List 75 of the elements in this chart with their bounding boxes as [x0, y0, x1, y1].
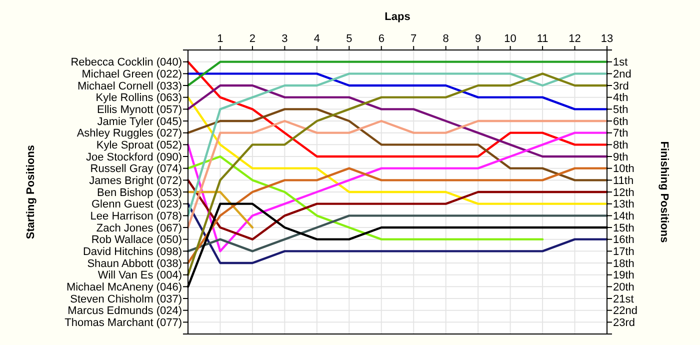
text: Zach Jones (067): [96, 222, 182, 234]
line-series: [186, 72, 608, 110]
text: Steven Chisholm (037): [70, 293, 182, 306]
y2-tick-label: 12th: [613, 186, 634, 199]
text: Rebecca Cocklin (040): [70, 56, 182, 69]
y2-tick-label: 13th: [613, 198, 634, 211]
text: Ashley Ruggles (027): [76, 128, 182, 140]
y2-tick-label: 23rd: [613, 317, 636, 330]
y2-tick-label: 8th: [613, 140, 628, 152]
x-tick-label: 1: [217, 33, 224, 45]
y2-tick-label: 22nd: [613, 305, 638, 318]
y2-tick-label: 7th: [613, 128, 628, 140]
y2-tick-label: 9th: [613, 151, 628, 164]
y2-tick-label: 14th: [613, 210, 634, 223]
text: Michael Green (022): [82, 68, 182, 81]
line-series: [186, 155, 544, 240]
text: Michael McAneny (046): [66, 282, 182, 294]
y2-tick-label: 16th: [613, 234, 634, 246]
text: Thomas Marchant (077): [64, 317, 182, 330]
text: Russell Gray (074): [90, 163, 182, 176]
line-series: [186, 72, 608, 217]
x-tick-label: 13: [600, 33, 614, 45]
x-axis-title: Laps: [384, 11, 410, 23]
text: Joe Stockford (090): [86, 151, 182, 164]
x-tick-label: 10: [504, 33, 516, 45]
text: Ben Bishop (053): [97, 186, 182, 199]
line-series: [186, 84, 608, 158]
line-series: [186, 202, 608, 264]
y2-tick-label: 11th: [613, 175, 634, 188]
y2-axis-title: Finishing Positions: [658, 141, 670, 243]
line-series: [186, 96, 608, 205]
text: Lee Harrison (078): [90, 210, 182, 223]
y2-tick-label: 15th: [613, 222, 634, 234]
y2-tick-label: 17th: [613, 246, 634, 258]
text: Jamie Tyler (045): [97, 116, 182, 128]
text: Ellis Mynott (057): [97, 104, 182, 116]
y2-tick-label: 4th: [613, 92, 628, 104]
text: Starting Positions: [25, 144, 37, 240]
text: Michael Cornell (033): [77, 80, 182, 92]
y2-tick-label: 21st: [613, 293, 634, 306]
text: Kyle Sproat (052): [96, 140, 182, 152]
line-series: [186, 179, 608, 240]
x-tick-label: 6: [378, 33, 384, 45]
text: Marcus Edmunds (024): [68, 305, 182, 318]
text: Rob Wallace (050): [91, 234, 182, 246]
y2-tick-label: 1st: [613, 56, 628, 69]
text: Shaun Abbott (038): [87, 258, 182, 270]
x-tick-label: 5: [346, 33, 352, 45]
x-tick-label: 4: [314, 33, 320, 45]
line-series: [186, 132, 608, 252]
line-series: [186, 60, 608, 158]
x-tick-label: 3: [282, 33, 288, 45]
text: Will Van Es (004): [98, 270, 182, 282]
y2-tick-label: 19th: [613, 270, 634, 282]
text: David Hitchins (098): [82, 246, 182, 258]
x-tick-label: 2: [249, 33, 256, 45]
line-series: [186, 214, 608, 252]
x-tick-label: 8: [442, 33, 449, 45]
x-tick-label: 9: [475, 33, 482, 45]
y2-tick-label: 20th: [613, 282, 634, 294]
y2-tick-label: 6th: [613, 116, 628, 128]
y2-tick-label: 3rd: [613, 80, 629, 92]
y2-tick-label: 2nd: [613, 68, 632, 81]
y2-tick-label: 10th: [613, 163, 634, 176]
text: James Bright (072): [89, 175, 182, 188]
y2-tick-label: 5th: [613, 104, 628, 116]
line-series: [186, 167, 608, 264]
x-tick-label: 11: [536, 33, 548, 45]
x-tick-label: 7: [410, 33, 417, 45]
y2-tick-label: 18th: [613, 258, 634, 270]
x-tick-label: 12: [568, 33, 581, 45]
text: Kyle Rollins (063): [96, 92, 182, 104]
line-series: [186, 108, 608, 182]
text: Glenn Guest (023): [92, 198, 182, 211]
line-series: [186, 72, 608, 276]
